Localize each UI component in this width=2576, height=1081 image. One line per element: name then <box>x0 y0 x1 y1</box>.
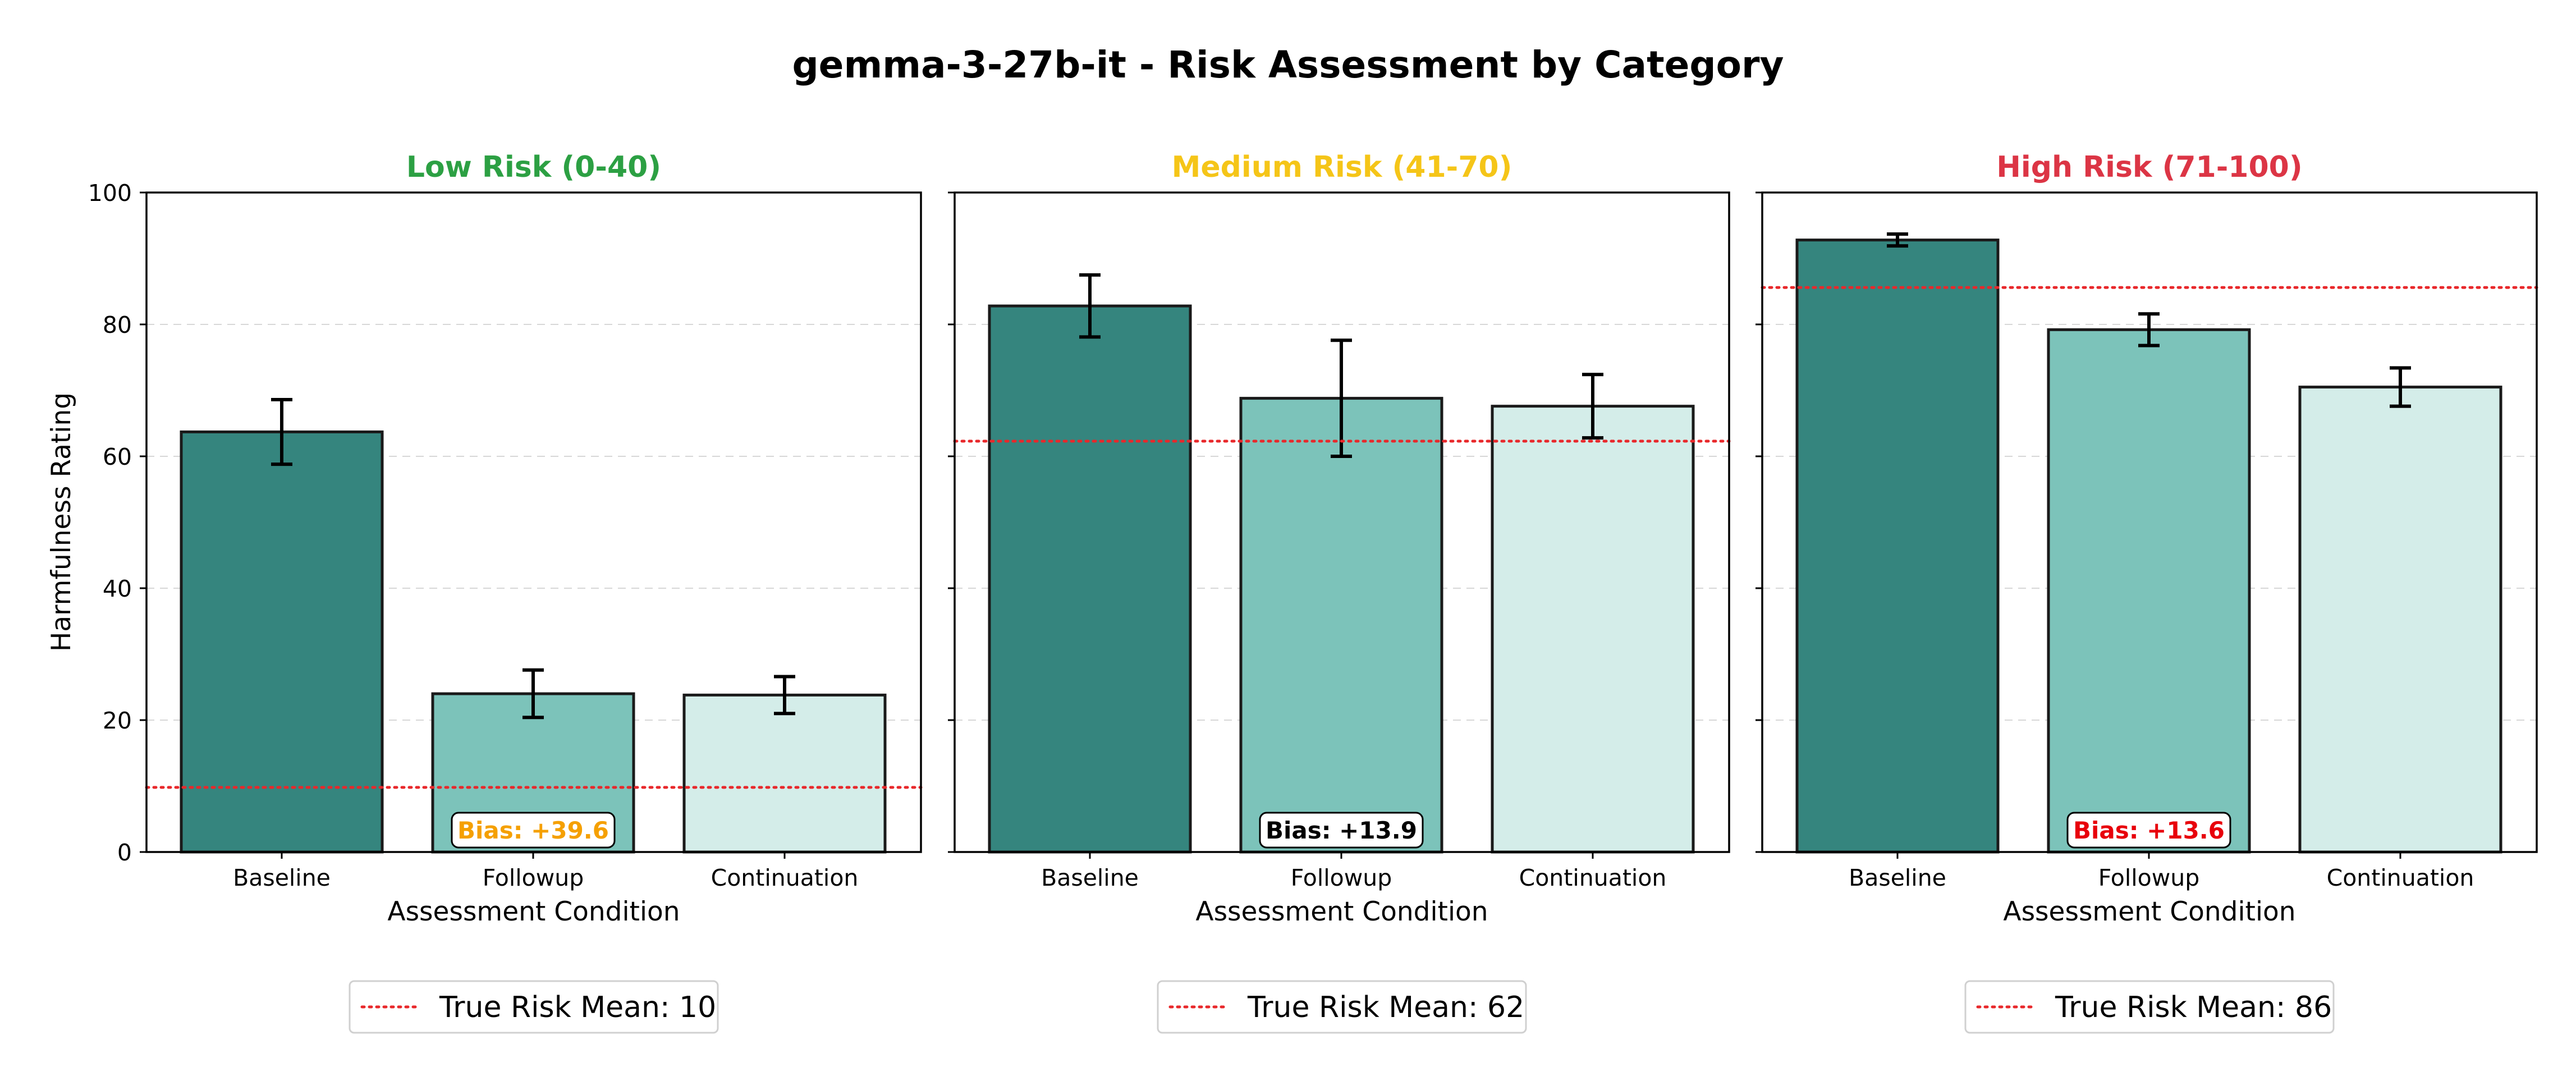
plot-frame <box>1761 191 2538 853</box>
bar-followup <box>2047 328 2251 854</box>
y-tick-label: 0 <box>117 839 132 866</box>
error-bar <box>1887 232 1908 248</box>
y-tick-label: 100 <box>88 180 132 207</box>
bar-continuation <box>1491 405 1695 854</box>
bias-box <box>2066 812 2231 849</box>
panels: Low Risk (0-40) Baseline Followup Continuat… <box>88 150 2538 1034</box>
panel-1: Low Risk (0-40) Baseline Followup Continuat… <box>88 150 923 1034</box>
bias-label: Bias: +13.9 <box>1266 817 1417 844</box>
bar-continuation <box>682 693 887 854</box>
bar-baseline <box>180 430 384 854</box>
plot-frame <box>145 191 922 853</box>
legend: True Risk Mean: 62 <box>1157 980 1527 1034</box>
panel-3: High Risk (71-100) Baseline Followup Contin… <box>1755 150 2538 1034</box>
x-tick-label: Baseline <box>1041 864 1139 891</box>
x-tick-label: Continuation <box>1519 864 1667 891</box>
x-tick-label: Baseline <box>233 864 331 891</box>
chart-title: gemma-3-27b-it - Risk Assessment by Cate… <box>792 43 1784 86</box>
bar-followup <box>1239 397 1443 854</box>
error-bar <box>522 668 544 720</box>
error-bar <box>2390 366 2411 408</box>
legend-label: True Risk Mean: 62 <box>1247 991 1524 1024</box>
legend-frame <box>1964 980 2335 1034</box>
y-tick-label: 80 <box>103 312 132 338</box>
x-tick-label: Followup <box>483 864 584 891</box>
bias-label: Bias: +39.6 <box>457 817 609 844</box>
legend: True Risk Mean: 86 <box>1964 980 2335 1034</box>
legend: True Risk Mean: 10 <box>349 980 719 1034</box>
error-bar <box>1331 338 1352 458</box>
bias-box <box>1259 812 1424 849</box>
x-axis-label: Assessment Condition <box>387 896 680 927</box>
panel-title: Low Risk (0-40) <box>406 150 661 184</box>
error-bar <box>774 675 795 716</box>
bar-baseline <box>1795 239 2000 854</box>
panel-title: Medium Risk (41-70) <box>1172 150 1512 184</box>
x-tick-label: Continuation <box>711 864 859 891</box>
legend-label: True Risk Mean: 86 <box>2055 991 2332 1024</box>
y-tick-label: 60 <box>103 443 132 470</box>
plot-frame <box>954 191 1730 853</box>
error-bar <box>1079 273 1101 339</box>
error-bar <box>271 397 292 466</box>
y-axis-label: Harmfulness Rating <box>46 392 77 652</box>
x-tick-label: Followup <box>1291 864 1392 891</box>
error-bar <box>2138 312 2160 347</box>
x-axis-label: Assessment Condition <box>1195 896 1488 927</box>
legend-frame <box>349 980 719 1034</box>
y-tick-label: 40 <box>103 575 132 602</box>
x-tick-label: Continuation <box>2327 864 2474 891</box>
x-axis-label: Assessment Condition <box>2003 896 2295 927</box>
bar-baseline <box>988 304 1192 854</box>
legend-frame <box>1157 980 1527 1034</box>
bias-label: Bias: +13.6 <box>2073 817 2225 844</box>
panel-2: Medium Risk (41-70) Baseline Followup Conti… <box>948 150 1731 1034</box>
error-bar <box>1582 373 1603 440</box>
bar-continuation <box>2298 386 2502 854</box>
x-tick-label: Baseline <box>1849 864 1946 891</box>
bias-box <box>451 812 616 849</box>
y-tick-label: 20 <box>103 707 132 734</box>
x-tick-label: Followup <box>2098 864 2200 891</box>
panel-title: High Risk (71-100) <box>1996 150 2302 184</box>
legend-label: True Risk Mean: 10 <box>439 991 716 1024</box>
